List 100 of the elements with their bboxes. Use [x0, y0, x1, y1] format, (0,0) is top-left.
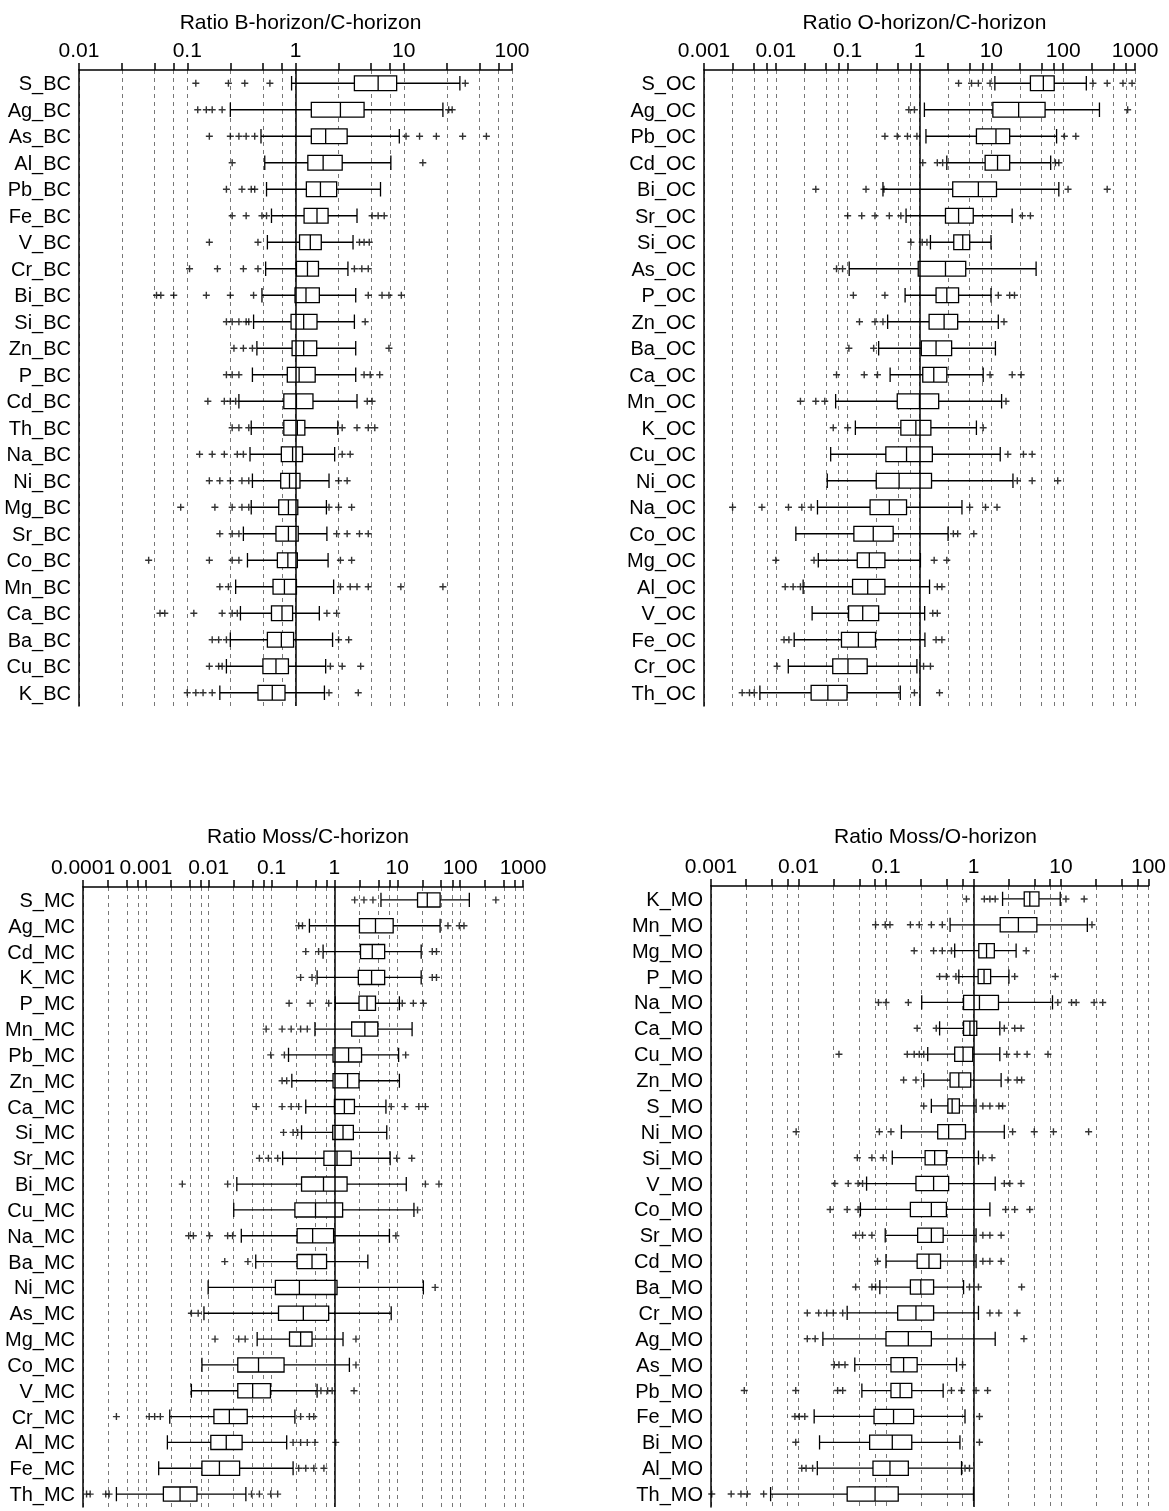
- y-tick-label: Th_MO: [636, 1483, 703, 1507]
- x-tick-label: 100: [1045, 38, 1081, 61]
- y-tick-label: Cr_OC: [633, 655, 696, 679]
- y-tick-label: S_MO: [646, 1094, 703, 1118]
- y-tick-label: Bi_MO: [641, 1431, 703, 1455]
- y-tick-label: As_MO: [636, 1353, 703, 1377]
- y-tick-label: Cu_MC: [7, 1198, 75, 1222]
- y-tick-label: Ag_MC: [8, 914, 75, 938]
- x-tick-label: 0.1: [172, 38, 202, 61]
- chart-title: Ratio O-horizon/C-horizon: [802, 10, 1047, 33]
- x-tick-label: 0.01: [58, 38, 100, 61]
- y-tick-label: Sr_MC: [12, 1147, 75, 1171]
- y-tick-label: Ag_MO: [635, 1327, 703, 1351]
- y-tick-label: Ag_BC: [7, 98, 71, 122]
- y-tick-label: Ba_OC: [630, 337, 696, 361]
- y-tick-label: Ca_MO: [634, 1017, 703, 1041]
- chart-title: Ratio Moss/C-horizon: [207, 824, 409, 847]
- y-tick-label: Cu_MO: [634, 1043, 703, 1067]
- y-tick-label: Mg_MC: [4, 1328, 75, 1352]
- y-tick-label: Fe_MC: [9, 1457, 75, 1481]
- y-tick-label: S_OC: [641, 72, 696, 96]
- x-tick-label: 1: [967, 854, 980, 877]
- y-tick-label: Pb_OC: [630, 125, 696, 149]
- y-tick-label: Cu_BC: [6, 655, 71, 679]
- y-tick-label: Bi_BC: [14, 284, 71, 308]
- y-tick-label: Cd_OC: [629, 151, 696, 175]
- y-tick-label: Cu_OC: [629, 443, 696, 467]
- chart-title: Ratio B-horizon/C-horizon: [179, 10, 422, 33]
- y-tick-label: Ba_BC: [7, 628, 71, 652]
- y-tick-label: Na_MC: [7, 1224, 75, 1248]
- y-tick-label: Zn_OC: [631, 310, 696, 334]
- x-tick-label: 0.01: [778, 854, 819, 877]
- y-tick-label: Ni_MC: [13, 1276, 75, 1300]
- x-tick-label: 1000: [499, 855, 547, 878]
- y-tick-label: Si_BC: [14, 310, 71, 334]
- y-tick-label: V_BC: [18, 231, 71, 255]
- x-tick-label: 1: [328, 855, 341, 878]
- y-tick-label: Mn_MO: [631, 913, 703, 937]
- y-tick-label: Ag_OC: [630, 98, 696, 122]
- y-tick-label: Mg_MO: [631, 939, 703, 963]
- y-tick-label: Na_OC: [629, 496, 696, 520]
- y-tick-label: Bi_MC: [14, 1173, 75, 1197]
- y-tick-label: Mn_MC: [4, 1018, 75, 1042]
- x-tick-label: 0.01: [755, 38, 797, 61]
- chart-title: Ratio Moss/O-horizon: [833, 824, 1038, 847]
- y-tick-label: Si_MC: [14, 1121, 75, 1145]
- x-tick-label: 0.1: [833, 38, 863, 61]
- y-tick-label: Ni_OC: [635, 469, 696, 493]
- y-tick-label: Al_BC: [14, 151, 71, 175]
- y-tick-label: Ba_MO: [635, 1276, 703, 1300]
- y-tick-label: Pb_MO: [635, 1379, 703, 1403]
- y-tick-label: K_MO: [646, 887, 703, 911]
- y-tick-label: P_BC: [18, 363, 71, 387]
- x-tick-label: 1: [913, 38, 926, 61]
- y-tick-label: As_BC: [8, 125, 71, 149]
- y-tick-label: Cr_MO: [638, 1301, 703, 1325]
- x-tick-label: 10: [385, 855, 409, 878]
- y-tick-label: Th_BC: [8, 416, 71, 440]
- y-tick-label: As_MC: [9, 1302, 75, 1326]
- x-tick-label: 0.0001: [50, 855, 116, 878]
- y-tick-label: V_MO: [646, 1172, 703, 1196]
- y-tick-label: Ba_MC: [8, 1250, 75, 1274]
- y-tick-label: Al_MC: [14, 1431, 75, 1455]
- y-tick-label: Cd_MO: [634, 1250, 703, 1274]
- y-tick-label: As_OC: [631, 257, 696, 281]
- y-tick-label: Zn_BC: [8, 337, 71, 361]
- y-tick-label: Pb_MC: [8, 1043, 75, 1067]
- y-tick-label: K_MC: [19, 966, 75, 990]
- y-tick-label: Ca_BC: [6, 602, 71, 626]
- y-tick-label: Bi_OC: [637, 178, 696, 202]
- y-tick-label: Zn_MO: [636, 1069, 703, 1093]
- y-tick-label: P_MO: [646, 965, 703, 989]
- y-tick-label: Ni_BC: [13, 469, 71, 493]
- y-tick-label: Co_MC: [7, 1353, 75, 1377]
- y-tick-label: P_OC: [641, 284, 696, 308]
- y-tick-label: Na_MO: [634, 991, 703, 1015]
- y-tick-label: Mg_BC: [4, 496, 71, 520]
- y-tick-label: Sr_OC: [634, 204, 696, 228]
- y-tick-label: Mg_OC: [627, 549, 696, 573]
- x-tick-label: 0.01: [188, 855, 230, 878]
- x-tick-label: 0.001: [677, 38, 731, 61]
- y-tick-label: Cr_BC: [10, 257, 71, 281]
- x-tick-label: 10: [392, 38, 416, 61]
- y-tick-label: Co_OC: [629, 522, 696, 546]
- y-tick-label: S_BC: [18, 72, 71, 96]
- y-tick-label: Cr_MC: [11, 1405, 75, 1429]
- y-tick-label: Pb_BC: [7, 178, 71, 202]
- x-tick-label: 1: [289, 38, 302, 61]
- y-tick-label: Al_MO: [641, 1457, 703, 1481]
- y-tick-label: Fe_OC: [631, 628, 696, 652]
- y-tick-label: Cd_MC: [7, 940, 75, 964]
- y-tick-label: Sr_BC: [12, 522, 71, 546]
- x-tick-label: 0.001: [684, 854, 738, 877]
- y-tick-label: Ca_MC: [7, 1095, 75, 1119]
- y-tick-label: P_MC: [19, 992, 75, 1016]
- y-tick-label: Sr_MO: [639, 1224, 703, 1248]
- y-tick-label: Cd_BC: [6, 390, 71, 414]
- x-tick-label: 10: [979, 38, 1004, 61]
- y-tick-label: Ni_MO: [640, 1120, 703, 1144]
- x-tick-label: 10: [1049, 854, 1073, 877]
